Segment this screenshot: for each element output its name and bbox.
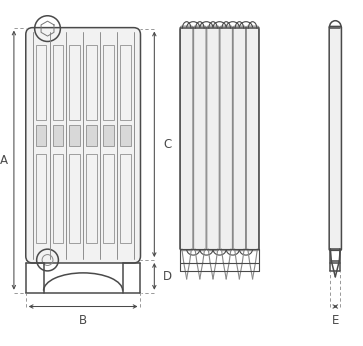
Bar: [53, 125, 63, 146]
FancyBboxPatch shape: [193, 26, 206, 251]
Bar: [120, 45, 131, 120]
FancyBboxPatch shape: [26, 28, 140, 263]
FancyBboxPatch shape: [220, 26, 232, 251]
FancyBboxPatch shape: [233, 26, 246, 251]
Bar: [120, 125, 131, 146]
Bar: [36, 45, 46, 120]
Bar: [103, 45, 114, 120]
FancyBboxPatch shape: [207, 26, 219, 251]
FancyBboxPatch shape: [246, 26, 259, 251]
Bar: [86, 154, 97, 243]
Bar: [36, 125, 46, 146]
Bar: [120, 154, 131, 243]
Bar: [86, 125, 97, 146]
Text: D: D: [163, 270, 172, 283]
Text: A: A: [0, 154, 8, 167]
Bar: [103, 154, 114, 243]
Text: C: C: [163, 138, 171, 151]
FancyBboxPatch shape: [180, 26, 193, 251]
Bar: [86, 45, 97, 120]
Bar: [36, 154, 46, 243]
FancyBboxPatch shape: [329, 26, 342, 251]
Bar: [103, 125, 114, 146]
Bar: [69, 45, 80, 120]
Bar: [53, 154, 63, 243]
Bar: [53, 45, 63, 120]
Text: E: E: [332, 315, 339, 327]
Text: B: B: [79, 315, 87, 327]
Bar: [69, 125, 80, 146]
Bar: [69, 154, 80, 243]
